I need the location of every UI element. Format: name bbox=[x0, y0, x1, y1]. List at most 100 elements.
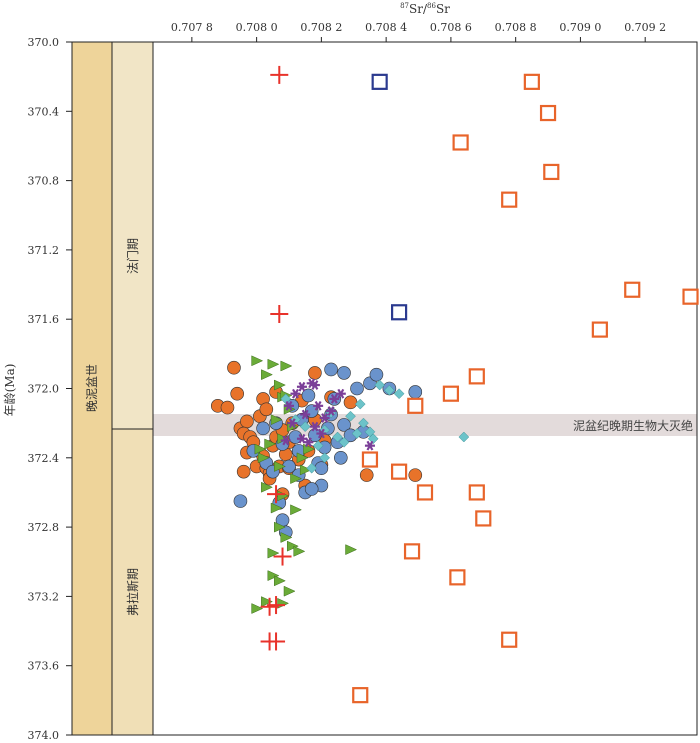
diamond-point bbox=[358, 417, 369, 429]
circle-point bbox=[369, 367, 384, 382]
open-square-point bbox=[371, 73, 388, 90]
diamond-point bbox=[280, 393, 292, 405]
triangle-point bbox=[261, 481, 273, 493]
y-tick-label: 373.6 bbox=[28, 660, 60, 673]
asterisk-point bbox=[280, 435, 291, 446]
circle-point bbox=[301, 388, 316, 403]
y-axis: 370.0 370.4 370.8 371.2 371.6 372.0 372.4 372.8… bbox=[28, 36, 72, 742]
open-square-point bbox=[523, 73, 540, 90]
circle-point bbox=[236, 464, 251, 479]
circle-point bbox=[337, 418, 351, 432]
open-square-point bbox=[449, 569, 466, 586]
diamond-point bbox=[374, 379, 386, 391]
triangle-point bbox=[286, 540, 299, 552]
circle-point bbox=[240, 414, 254, 429]
open-square-point bbox=[390, 304, 408, 321]
open-square-point bbox=[390, 463, 408, 480]
plus-point bbox=[270, 65, 289, 84]
asterisk-point bbox=[335, 388, 346, 399]
open-square-point bbox=[475, 510, 492, 527]
asterisk-point bbox=[329, 394, 340, 404]
stage-label-frasnian: 弗拉斯期 bbox=[125, 568, 140, 616]
y-tick-label: 370.0 bbox=[28, 36, 60, 49]
circle-point bbox=[220, 400, 235, 415]
triangle-point bbox=[251, 603, 264, 614]
asterisk-point bbox=[303, 437, 314, 448]
asterisk-point bbox=[284, 400, 294, 411]
circle-point bbox=[233, 494, 248, 508]
triangle-point bbox=[267, 570, 280, 581]
open-square-point bbox=[501, 191, 518, 208]
open-square-point bbox=[407, 397, 424, 414]
triangle-point bbox=[290, 473, 303, 484]
epoch-label: 晚泥盆世 bbox=[85, 364, 99, 412]
diamond-point bbox=[393, 388, 405, 400]
asterisk-point bbox=[296, 381, 307, 392]
stage-label-famennian: 法门期 bbox=[125, 238, 140, 274]
x-tick-label: 0.709 2 bbox=[624, 21, 666, 34]
x-tick-label: 0.708 8 bbox=[495, 21, 537, 34]
circle-point bbox=[230, 386, 244, 401]
diamond-point bbox=[299, 421, 311, 432]
circle-point bbox=[304, 482, 319, 496]
open-square-point bbox=[452, 134, 469, 151]
y-tick-label: 372.4 bbox=[28, 452, 60, 465]
circle-point bbox=[227, 360, 241, 375]
asterisk-point bbox=[300, 409, 311, 420]
open-square-point bbox=[543, 163, 560, 181]
x-tick-label: 0.708 6 bbox=[430, 21, 472, 34]
plot-frame bbox=[152, 41, 698, 736]
stage-column-frasnian bbox=[111, 428, 154, 736]
asterisk-point bbox=[309, 421, 320, 432]
open-square-point bbox=[361, 451, 379, 468]
open-square-point bbox=[442, 385, 460, 402]
open-square-point bbox=[403, 543, 421, 560]
circle-point bbox=[359, 468, 374, 482]
y-tick-label: 371.6 bbox=[28, 313, 60, 326]
asterisk-point bbox=[287, 418, 298, 429]
triangle-point bbox=[296, 452, 309, 464]
triangle-point bbox=[254, 443, 267, 455]
asterisk-point bbox=[309, 380, 320, 390]
triangle-point bbox=[267, 547, 280, 559]
data-points bbox=[210, 65, 699, 704]
diamond-point bbox=[384, 384, 395, 396]
triangle-point bbox=[345, 544, 358, 556]
x-tick-label: 0.708 2 bbox=[300, 21, 342, 34]
y-axis-title: 年龄(Ma) bbox=[3, 364, 17, 417]
triangle-point bbox=[299, 464, 312, 476]
diamond-point bbox=[312, 440, 324, 452]
y-tick-label: 370.4 bbox=[28, 105, 60, 118]
diamond-point bbox=[351, 428, 363, 439]
diamond-point bbox=[306, 462, 318, 474]
x-tick-label: 0.708 4 bbox=[365, 21, 407, 34]
y-tick-label: 371.2 bbox=[28, 244, 60, 257]
triangle-point bbox=[274, 379, 286, 391]
open-square-point bbox=[539, 104, 557, 122]
circle-point bbox=[337, 366, 351, 380]
triangle-point bbox=[283, 585, 296, 597]
y-tick-label: 374.0 bbox=[28, 729, 60, 742]
circle-point bbox=[350, 381, 364, 396]
diamond-point bbox=[367, 433, 379, 445]
open-square-point bbox=[591, 321, 608, 338]
open-square-point bbox=[624, 281, 641, 298]
x-tick-label: 0.708 0 bbox=[236, 21, 278, 34]
triangle-point bbox=[270, 414, 283, 426]
y-tick-label: 373.2 bbox=[28, 590, 60, 603]
epoch-column bbox=[71, 41, 113, 736]
asterisk-point bbox=[316, 428, 327, 439]
open-square-point bbox=[501, 631, 518, 648]
stage-column-famennian bbox=[111, 41, 154, 430]
triangle-point bbox=[261, 596, 273, 607]
triangle-point bbox=[274, 575, 286, 587]
asterisk-point bbox=[364, 440, 375, 451]
asterisk-point bbox=[319, 413, 330, 423]
extinction-event-label: 泥盆纪晚期生物大灭绝 bbox=[573, 418, 693, 433]
diamond-point bbox=[319, 452, 330, 464]
plus-point bbox=[260, 597, 279, 616]
diamond-point bbox=[338, 436, 350, 448]
diamond-point bbox=[345, 410, 356, 422]
x-axis: 0.707 8 0.708 0 0.708 2 0.708 4 0.708 6 0.708… bbox=[171, 21, 666, 42]
